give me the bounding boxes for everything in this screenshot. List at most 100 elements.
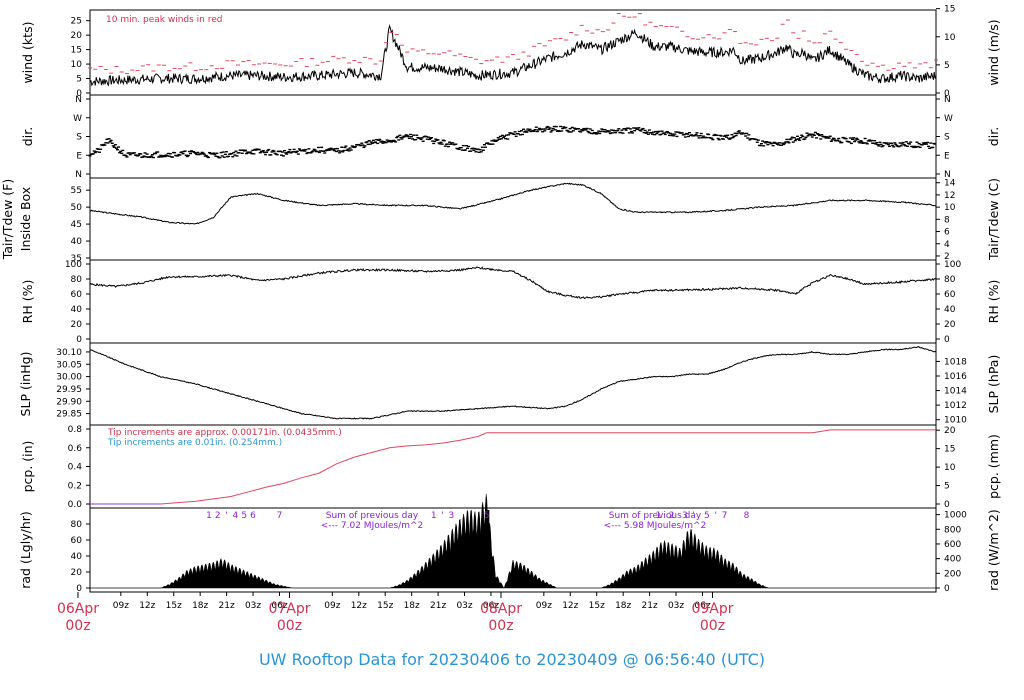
- rad-hour-mark: ': [225, 511, 227, 521]
- day-time-label: 00z: [65, 618, 90, 634]
- rh-ytick-label: 40: [71, 305, 83, 315]
- temp-ytick-right-label: 10: [944, 203, 956, 213]
- temp-ytick-label: 45: [71, 220, 82, 230]
- time-tick-label: 03z: [245, 601, 261, 611]
- pcp-ytick-label: 0.0: [68, 500, 83, 510]
- rad-ytick-label: 40: [71, 552, 83, 562]
- dir-ytick-label: E: [76, 151, 82, 161]
- rad-ytick-right-label: 800: [944, 525, 961, 535]
- pcp-annotation-red: Tip increments are approx. 0.00171in. (0…: [107, 428, 342, 438]
- pcp-ytick-right-label: 15: [944, 445, 955, 455]
- time-tick-label: 15z: [589, 601, 605, 611]
- time-tick-label: 12z: [351, 601, 367, 611]
- wind-ylabel-right: wind (m/s): [986, 19, 1001, 85]
- rh-ytick-right-label: 0: [944, 335, 950, 345]
- time-axis: 09z 12z 15z 18z 21z 03z 06z 09z 12z 15z 18z 21z 03z 0…: [57, 592, 734, 634]
- temp-ytick-label: 40: [71, 237, 83, 247]
- temp-ytick-label: 50: [71, 203, 83, 213]
- temp-line: [89, 182, 937, 225]
- wind-ytick-label: 5: [76, 75, 82, 85]
- slp-ytick-label: 29.90: [56, 397, 82, 407]
- temp-ylabel-right: Tair/Tdew (C): [986, 178, 1001, 261]
- pcp-ylabel-right: pcp. (mm): [986, 434, 1001, 499]
- temp-frame: [89, 177, 937, 261]
- rad-ytick-right-label: 0: [944, 584, 950, 594]
- rad-frame: [89, 507, 937, 593]
- rh-panel: 0 20 40 60 80 100 0 20 40 60 80 100 RH (%) RH (%): [20, 259, 1001, 345]
- slp-ytick-right-label: 1014: [944, 387, 967, 397]
- temp-ytick-right-label: 14: [944, 179, 956, 189]
- rad-hour-mark: 5: [241, 511, 247, 521]
- wind-speed-line: [89, 24, 937, 87]
- pcp-ytick-right-label: 0: [944, 500, 950, 510]
- rh-ytick-label: 60: [71, 290, 83, 300]
- rad-hour-mark: ': [692, 511, 694, 521]
- rad-sum-value-1: <--- 7.02 MJoules/m^2: [321, 521, 423, 531]
- slp-ytick-label: 30.10: [56, 348, 82, 358]
- temp-ytick-right-label: 4: [944, 240, 950, 250]
- slp-ylabel-right: SLP (hPa): [986, 355, 1001, 414]
- wind-ytick-label: 15: [71, 46, 82, 56]
- rad-ytick-right-label: 600: [944, 540, 961, 550]
- day-time-label: 00z: [488, 618, 513, 634]
- rad-area: [90, 493, 936, 589]
- time-tick-label: 18z: [192, 601, 208, 611]
- wind-ytick-right-label: 0: [944, 89, 950, 99]
- dir-ytick-right-label: N: [944, 170, 951, 180]
- wind-ytick-right-label: 5: [944, 61, 950, 71]
- time-tick-label: 03z: [668, 601, 684, 611]
- slp-frame: [89, 342, 937, 426]
- dir-ytick-right-label: S: [944, 133, 950, 143]
- slp-ytick-right-label: 1010: [944, 416, 967, 426]
- pcp-ytick-label: 0.8: [68, 425, 83, 435]
- rh-ytick-label: 80: [71, 275, 83, 285]
- time-tick-label: 06z: [483, 601, 499, 611]
- slp-ytick-label: 30.05: [56, 360, 82, 370]
- rh-ytick-right-label: 20: [944, 320, 956, 330]
- temp-ytick-label: 35: [71, 254, 82, 264]
- rad-hour-mark: 5: [704, 511, 710, 521]
- rad-ytick-right-label: 1000: [944, 511, 967, 521]
- dir-frame: [89, 94, 937, 179]
- pcp-ytick-right-label: 5: [944, 482, 950, 492]
- time-tick-label: 12z: [562, 601, 578, 611]
- rad-hour-mark: 7: [277, 511, 283, 521]
- slp-ytick-label: 29.85: [56, 410, 82, 420]
- wind-ytick-label: 25: [71, 17, 82, 27]
- temp-ytick-right-label: 8: [944, 215, 950, 225]
- day-label: 08Apr: [480, 601, 522, 617]
- rad-ytick-right-label: 400: [944, 555, 961, 565]
- rad-sum-value-2: <--- 5.98 MJoules/m^2: [604, 521, 706, 531]
- rad-ylabel-left: rad (Lgly/hr): [18, 511, 33, 589]
- rad-hour-mark: 1: [431, 511, 437, 521]
- wind-ytick-label: 0: [76, 89, 82, 99]
- dir-ytick-right-label: E: [944, 151, 950, 161]
- rad-hour-mark: 8: [744, 511, 750, 521]
- pcp-red-line: [90, 429, 936, 505]
- wind-ytick-label: 20: [71, 31, 83, 41]
- time-tick-label: 21z: [219, 601, 235, 611]
- rad-sum-title-2: Sum of previous day: [609, 511, 702, 521]
- rh-ytick-label: 100: [65, 260, 82, 270]
- rad-ytick-right-label: 200: [944, 569, 961, 579]
- slp-ylabel-left: SLP (inHg): [18, 352, 33, 417]
- temp-ytick-label: 55: [71, 186, 82, 196]
- rad-ytick-label: 60: [71, 536, 83, 546]
- pcp-annotation-blue: Tip increments are 0.01in. (0.254mm.): [107, 438, 282, 448]
- pcp-ylabel-left: pcp. (in): [20, 441, 35, 493]
- slp-ytick-right-label: 1012: [944, 401, 967, 411]
- rad-hour-mark: 7: [722, 511, 728, 521]
- slp-ytick-label: 30.00: [56, 373, 82, 383]
- temp-ytick-right-label: 12: [944, 191, 955, 201]
- pcp-ytick-label: 0.4: [68, 463, 83, 473]
- rad-hour-mark: 2: [669, 511, 675, 521]
- rad-hour-mark: 1: [206, 511, 212, 521]
- rad-hour-mark: 6: [250, 511, 256, 521]
- rh-frame: [89, 259, 937, 344]
- rh-ylabel-right: RH (%): [986, 280, 1001, 324]
- rad-ytick-label: 0: [76, 584, 82, 594]
- slp-ytick-right-label: 1018: [944, 357, 967, 367]
